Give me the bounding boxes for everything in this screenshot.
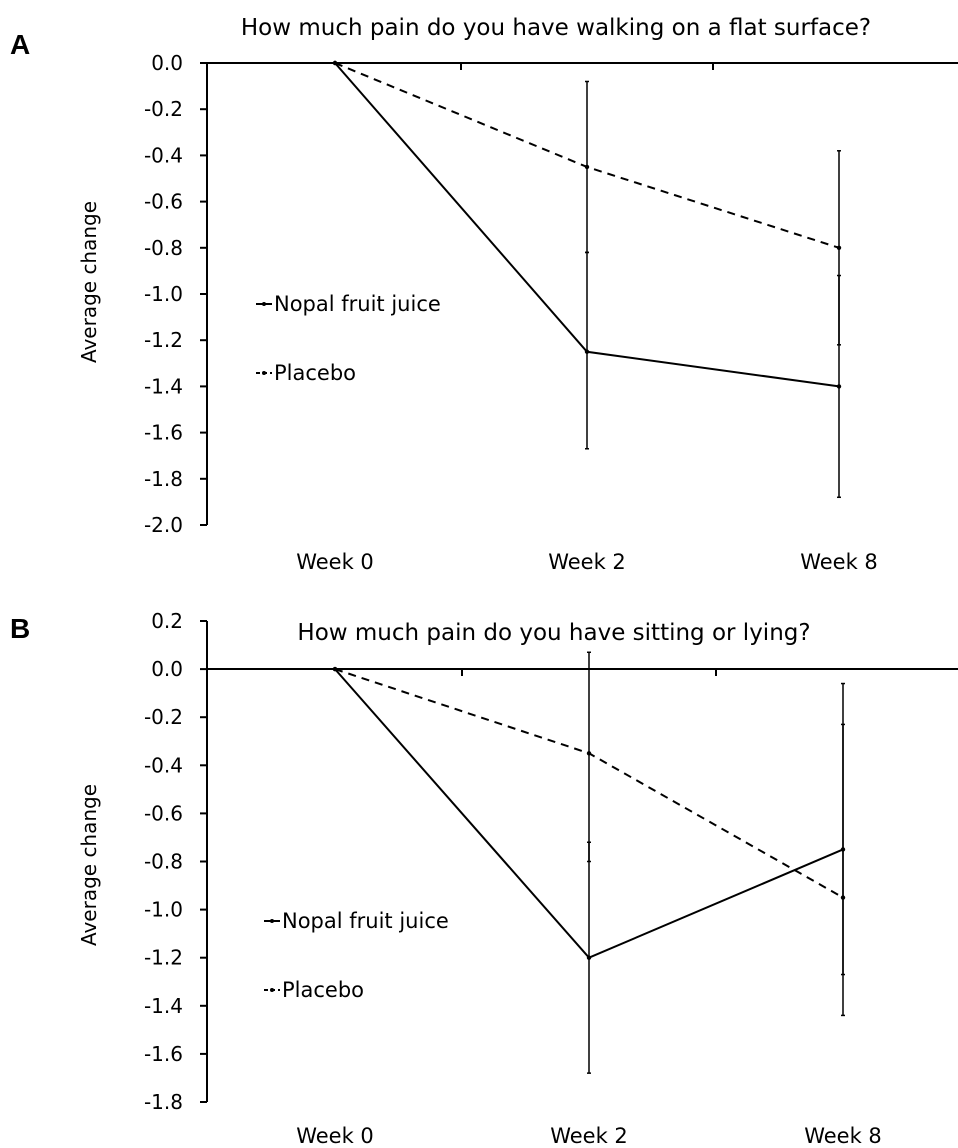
y-tick-label-a: -1.8 (144, 467, 183, 491)
chart-title-a: How much pain do you have walking on a f… (241, 15, 871, 41)
data-point-placebo-a (584, 164, 590, 170)
panel-b: B How much pain do you have sitting or l… (10, 609, 958, 1148)
data-point-placebo-b (840, 895, 846, 900)
legend-label-nopal-b: Nopal fruit juice (282, 909, 449, 933)
y-tick-label-b: -1.0 (144, 898, 183, 922)
axes-a: 0.0 -0.2 -0.4 -0.6 -0.8 -1.0 -1.2 -1.4 -1.6 -1.8 -… (144, 51, 958, 574)
data-point-placebo-a (332, 60, 338, 66)
panel-label-b: B (10, 613, 30, 644)
y-tick-label-b: -1.4 (144, 994, 183, 1018)
y-tick-label-b: 0.0 (151, 657, 183, 681)
legend-marker-a (262, 371, 266, 375)
y-tick-label-a: -1.6 (144, 421, 183, 445)
x-category-label-b: Week 0 (296, 1124, 374, 1148)
y-tick-label-b: -0.8 (144, 850, 183, 874)
legend-label-nopal-a: Nopal fruit juice (274, 292, 441, 316)
legend-a: Nopal fruit juice Placebo (256, 292, 441, 385)
legend-label-placebo-b: Placebo (282, 978, 364, 1002)
data-point-nopal-a (584, 349, 590, 354)
series-group-a (332, 60, 842, 499)
x-category-label-a: Week 0 (296, 550, 374, 574)
x-category-label-b: Week 2 (550, 1124, 628, 1148)
y-tick-label-a: -0.2 (144, 97, 183, 121)
y-axis-label-a: Average change (77, 201, 101, 363)
x-category-label-b: Week 8 (804, 1124, 882, 1148)
x-category-label-a: Week 2 (548, 550, 626, 574)
y-tick-label-b: -0.4 (144, 753, 183, 777)
y-tick-label-b: -1.6 (144, 1042, 183, 1066)
y-tick-label-b: -0.6 (144, 801, 183, 825)
data-point-nopal-b (586, 955, 592, 960)
legend-b: Nopal fruit juice Placebo (264, 909, 449, 1002)
y-axis-label-b: Average change (77, 784, 101, 946)
y-tick-label-a: -1.2 (144, 328, 183, 352)
data-point-nopal-a (836, 384, 842, 389)
panel-label-a: A (10, 29, 30, 60)
y-tick-label-a: -0.6 (144, 190, 183, 214)
data-point-placebo-a (836, 245, 842, 250)
y-tick-label-a: -0.8 (144, 236, 183, 260)
y-tick-label-b: -1.2 (144, 946, 183, 970)
axes-b: 0.2 0.0 -0.2 -0.4 -0.6 -0.8 -1.0 -1.2 -1.4 -1.6 -1… (144, 609, 958, 1148)
legend-marker-b (270, 919, 274, 923)
y-tick-label-b: -0.2 (144, 705, 183, 729)
legend-marker-a (262, 302, 266, 306)
y-tick-label-a: 0.0 (151, 51, 183, 75)
panel-a: A How much pain do you have walking on a… (10, 15, 958, 574)
series-group-b (332, 651, 846, 1074)
y-tick-label-a: -0.4 (144, 143, 183, 167)
chart-title-b: How much pain do you have sitting or lyi… (297, 620, 810, 646)
data-point-placebo-b (332, 666, 338, 672)
x-category-label-a: Week 8 (800, 550, 878, 574)
legend-label-placebo-a: Placebo (274, 361, 356, 385)
y-tick-label-a: -2.0 (144, 513, 183, 537)
y-tick-label-b: 0.2 (151, 609, 183, 633)
y-tick-label-a: -1.0 (144, 282, 183, 306)
legend-marker-b (270, 988, 274, 992)
data-point-placebo-b (586, 751, 592, 756)
y-tick-label-a: -1.4 (144, 374, 183, 398)
y-tick-label-b: -1.8 (144, 1090, 183, 1114)
